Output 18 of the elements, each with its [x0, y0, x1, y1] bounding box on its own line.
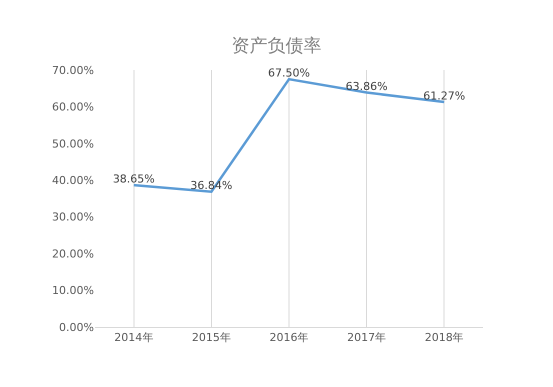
x-tick-label: 2015年	[192, 331, 231, 344]
data-label: 63.86%	[346, 80, 388, 93]
y-tick-label: 70.00%	[52, 64, 94, 77]
data-label: 61.27%	[423, 89, 466, 102]
y-tick-label: 50.00%	[52, 137, 94, 150]
x-tick-label: 2017年	[347, 331, 386, 344]
x-tick-label: 2018年	[424, 331, 464, 344]
y-tick-label: 30.00%	[52, 210, 94, 224]
x-tick-label: 2016年	[270, 331, 308, 344]
y-tick-label: 20.00%	[52, 247, 94, 260]
chart-title: 资产负债率	[232, 35, 322, 56]
data-label: 38.65%	[112, 172, 155, 186]
y-tick-label: 40.00%	[52, 174, 94, 187]
data-label: 67.50%	[268, 66, 310, 80]
y-tick-label: 60.00%	[52, 100, 94, 114]
x-tick-label: 2014年	[114, 331, 154, 344]
y-tick-label: 10.00%	[52, 284, 94, 298]
y-tick-label: 0.00%	[59, 320, 94, 334]
